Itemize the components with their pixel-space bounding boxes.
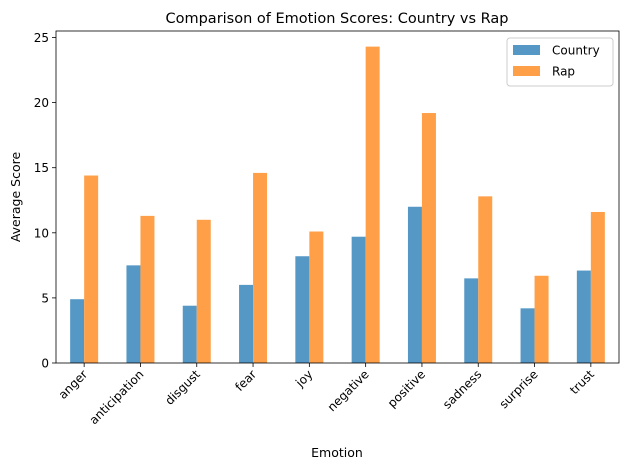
bar-rap-disgust [196,219,211,363]
x-tick-label-surprise: surprise [497,367,541,411]
bar-rap-anger [84,175,99,363]
bar-country-disgust [182,305,197,363]
x-tick-label-disgust: disgust [162,367,203,408]
plot-frame [55,30,620,364]
bar-rap-surprise [534,275,549,363]
bar-country-negative [351,236,366,363]
y-tick-label: 15 [34,161,49,175]
bar-country-fear [239,284,254,363]
bar-rap-trust [590,211,605,363]
x-tick-label-joy: joy [292,367,315,390]
x-tick-label-negative: negative [325,367,372,414]
y-tick-label: 25 [34,31,49,45]
x-tick-label-positive: positive [385,367,428,410]
bars-group [70,46,605,363]
y-tick-label: 10 [34,226,49,240]
legend-swatch-rap [513,66,540,76]
x-tick-label-anger: anger [56,367,91,402]
bar-rap-joy [309,231,324,363]
bar-country-positive [407,206,422,363]
bar-country-sadness [464,278,479,363]
bar-rap-sadness [478,196,493,363]
bar-country-joy [295,256,310,363]
y-axis-label: Average Score [8,152,23,243]
legend-label-rap: Rap [552,65,575,79]
x-axis-label: Emotion [311,445,363,460]
y-axis: 0 5 10 15 20 25 [34,31,56,371]
y-tick-label: 5 [41,291,49,305]
bar-country-surprise [520,308,535,363]
x-tick-label-fear: fear [232,367,259,394]
x-tick-label-sadness: sadness [440,367,484,411]
x-tick-label-anticipation: anticipation [87,367,147,427]
bar-country-anticipation [126,265,141,363]
legend-label-country: Country [552,44,600,58]
bar-country-anger [70,299,85,363]
y-tick-label: 0 [41,357,49,371]
x-tick-label-trust: trust [567,367,597,397]
bar-rap-negative [365,46,380,363]
bar-rap-positive [421,113,436,363]
legend-swatch-country [513,45,540,55]
bar-rap-anticipation [140,215,155,363]
bar-country-trust [576,270,591,363]
legend: Country Rap [506,37,614,87]
chart-title: Comparison of Emotion Scores: Country vs… [165,11,508,27]
y-tick-label: 20 [34,96,49,110]
bar-rap-fear [253,172,268,363]
